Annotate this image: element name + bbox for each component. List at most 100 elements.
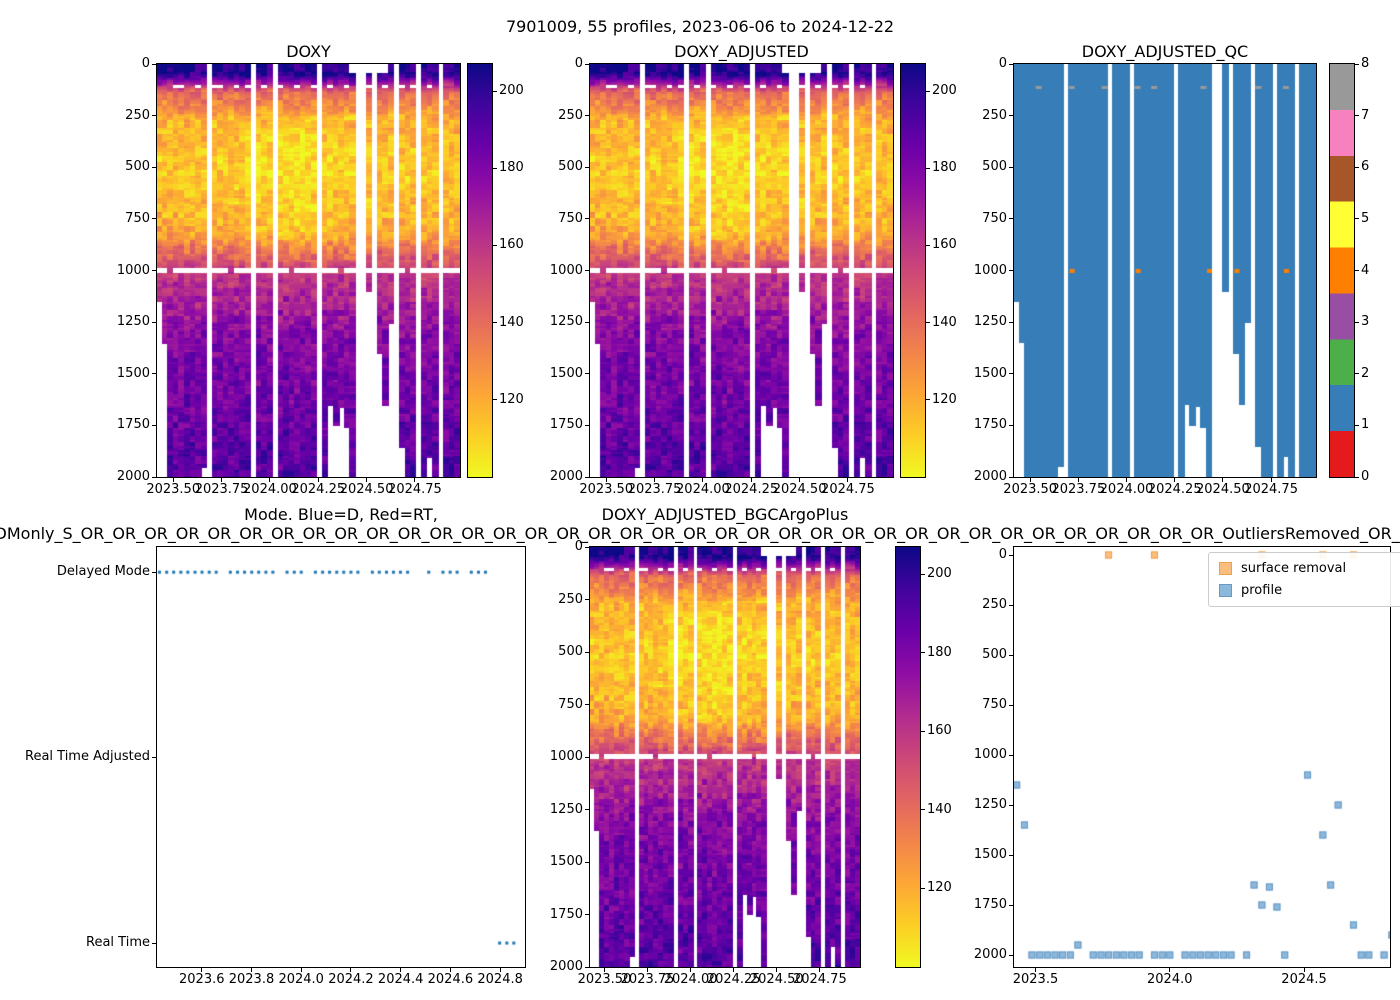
bgc-axes [589, 546, 861, 968]
tick-label: 3 [1361, 314, 1370, 330]
tick-mark [647, 968, 649, 972]
tick-mark [921, 652, 925, 654]
tick-label: 500 [125, 159, 150, 175]
depth-scatter-axes [1013, 546, 1391, 968]
tick-label: 2024.75 [388, 482, 442, 497]
tick-mark [400, 968, 402, 972]
tick-mark [269, 478, 271, 482]
tick-mark [1355, 166, 1359, 168]
doxy-adjusted-colorbar [900, 63, 926, 478]
tick-mark [493, 90, 497, 92]
tick-mark [1029, 478, 1031, 482]
tick-label: 2024.50 [339, 482, 394, 497]
tick-mark [926, 244, 930, 246]
tick-label: 2024.75 [821, 482, 875, 497]
mode-axes [156, 546, 526, 968]
bgc-title: DOXY_ADJUSTED_BGCArgoPlus [601, 505, 849, 524]
tick-label: 0 [141, 56, 150, 71]
tick-label: 1 [1361, 417, 1370, 433]
tick-label: 2024.0 [278, 972, 324, 987]
tick-mark [414, 478, 416, 482]
tick-mark [1077, 478, 1079, 482]
tick-label: 250 [125, 107, 150, 123]
doxy-adjusted-axes [589, 63, 894, 478]
tick-label: 2024.00 [1099, 482, 1154, 497]
tick-mark [605, 478, 607, 482]
tick-label: 2024.25 [1147, 482, 1202, 497]
qc-colorbar [1329, 63, 1355, 478]
tick-label: 140 [932, 314, 957, 330]
tick-label: 1250 [116, 314, 150, 330]
tick-mark [317, 478, 319, 482]
tick-mark [702, 478, 704, 482]
doxy-title: DOXY [286, 42, 331, 61]
tick-label: 2024.6 [427, 972, 474, 987]
tick-label: 0 [1361, 469, 1370, 484]
tick-label: 200 [927, 566, 952, 582]
scatter-legend: surface removal profile [1208, 552, 1400, 607]
tick-label: 200 [932, 83, 957, 99]
tick-label: 2024.50 [772, 482, 827, 497]
tick-label: 2024.8 [477, 972, 523, 987]
tick-label: 2024.25 [291, 482, 346, 497]
tick-label: 160 [932, 237, 957, 253]
tick-mark [493, 244, 497, 246]
tick-label: 2023.75 [1051, 482, 1106, 497]
doxy-adjusted-heatmap-canvas [590, 64, 893, 477]
tick-label: 2023.6 [179, 972, 225, 987]
tick-mark [201, 968, 203, 972]
tick-label: 180 [927, 644, 952, 660]
tick-label: 2024.25 [706, 972, 761, 987]
tick-mark [250, 968, 252, 972]
tick-label: 1750 [116, 417, 150, 433]
doxy-heatmap-canvas [157, 64, 460, 477]
tick-label: 750 [982, 697, 1007, 712]
tick-mark [449, 968, 451, 972]
tick-label: 2023.5 [1012, 972, 1059, 987]
tick-label: 2024.50 [749, 972, 804, 987]
tick-mark [926, 322, 930, 324]
legend-row-surface-removal: surface removal [1219, 561, 1395, 576]
tick-label: 2023.8 [228, 972, 275, 987]
tick-mark [1355, 218, 1359, 220]
mode-title: Mode. Blue=D, Red=RT, [244, 505, 438, 524]
tick-mark [733, 968, 735, 972]
tick-label: 8 [1361, 56, 1370, 71]
tick-label: 160 [927, 723, 952, 739]
tick-label: 2024.00 [243, 482, 297, 497]
tick-mark [493, 322, 497, 324]
tick-label: 2023.50 [577, 972, 632, 987]
tick-mark [1355, 424, 1359, 426]
profile-swatch-icon [1219, 584, 1232, 597]
tick-label: 2024.75 [1244, 482, 1298, 497]
tick-label: 2024.0 [1147, 972, 1193, 987]
tick-label: 2000 [116, 469, 150, 484]
tick-label: 750 [125, 210, 150, 226]
tick-label: 2023.75 [627, 482, 682, 497]
tick-label: 1000 [973, 747, 1007, 762]
tick-mark [1126, 478, 1128, 482]
tick-label: 2023.75 [620, 972, 675, 987]
tick-mark [493, 399, 497, 401]
mode-scatter-canvas [157, 547, 525, 967]
tick-mark [776, 968, 778, 972]
doxy-colorbar [467, 63, 493, 478]
tick-label: 140 [927, 801, 952, 817]
doxy-adjusted-title: DOXY_ADJUSTED [674, 42, 809, 61]
tick-mark [499, 968, 501, 972]
tick-label: 120 [927, 880, 952, 896]
tick-mark [1355, 63, 1359, 65]
tick-mark [847, 478, 849, 482]
legend-surface-removal-label: surface removal [1241, 561, 1347, 576]
tick-mark [366, 478, 368, 482]
tick-mark [1034, 968, 1036, 972]
doxy-axes [156, 63, 461, 478]
bgc-heatmap-canvas [590, 547, 860, 967]
tick-mark [350, 968, 352, 972]
tick-mark [921, 730, 925, 732]
tick-label: 2024.25 [724, 482, 779, 497]
tick-label: 4 [1361, 262, 1370, 278]
bgc-colorbar [895, 546, 921, 968]
tick-mark [603, 968, 605, 972]
